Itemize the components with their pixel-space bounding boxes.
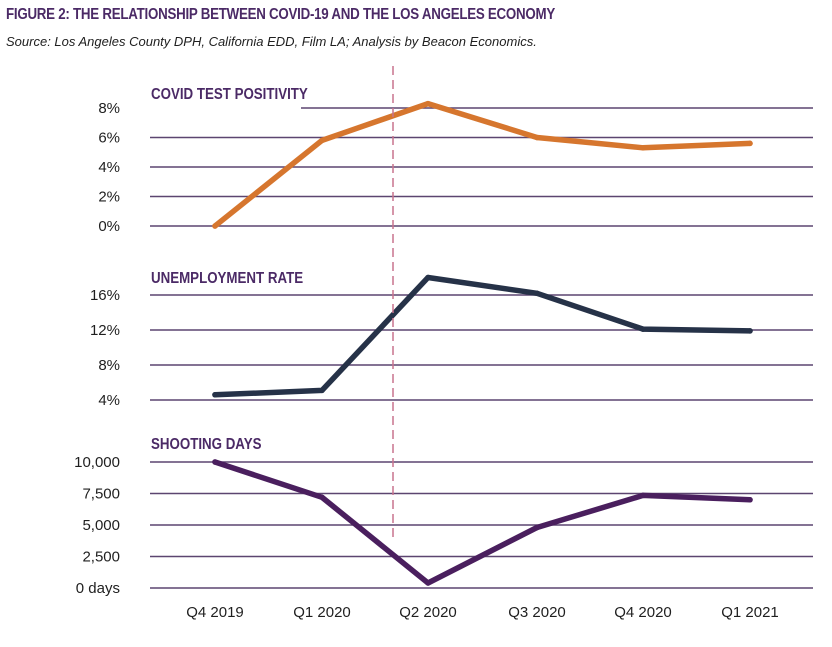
x-tick-label: Q3 2020 [508, 604, 566, 621]
panel-title: UNEMPLOYMENT RATE [151, 270, 303, 287]
data-point [534, 134, 540, 141]
data-point [640, 145, 646, 151]
data-point [747, 328, 753, 334]
panel-covid: 0% 2% 4% 6% 8% COVID TEST POSITIVITY [98, 86, 813, 235]
x-tick-label: Q2 2020 [399, 604, 457, 621]
y-tick-label: 6% [98, 130, 120, 147]
series-line-covid [212, 100, 753, 229]
y-tick-label: 4% [98, 392, 120, 409]
figure-source: Source: Los Angeles County DPH, Californ… [6, 34, 537, 49]
figure-title: FIGURE 2: THE RELATIONSHIP BETWEEN COVID… [6, 6, 556, 23]
series-line-unemployment [212, 274, 753, 398]
data-point [747, 140, 753, 147]
data-point [534, 524, 540, 531]
data-point [319, 387, 325, 394]
series-line-shooting [212, 459, 753, 586]
data-point [534, 290, 540, 296]
y-tick-label: 12% [90, 322, 120, 339]
y-tick-label: 16% [90, 287, 120, 304]
x-tick-label: Q4 2020 [614, 604, 672, 621]
panel-unemployment: 4% 8% 12% 16% UNEMPLOYMENT RATE [90, 270, 813, 409]
data-point [319, 494, 325, 501]
data-point [640, 326, 646, 332]
x-tick-label: Q4 2019 [186, 604, 244, 621]
y-tick-label: 2% [98, 189, 120, 206]
y-tick-label: 2,500 [82, 549, 120, 566]
y-tick-label: 8% [98, 357, 120, 374]
x-tick-label: Q1 2021 [721, 604, 779, 621]
data-point [425, 580, 431, 586]
data-point [640, 492, 646, 499]
panel-title: COVID TEST POSITIVITY [151, 86, 308, 103]
panel-shooting: 0 days 2,500 5,000 7,500 10,000 SHOOTING DAYS [74, 436, 813, 597]
panel-title: SHOOTING DAYS [151, 436, 262, 453]
data-point [425, 100, 431, 107]
y-tick-label: 5,000 [82, 517, 120, 534]
y-tick-label: 8% [98, 100, 120, 117]
y-tick-label: 4% [98, 159, 120, 176]
data-point [212, 392, 218, 398]
y-tick-label: 0% [98, 218, 120, 235]
y-tick-label: 10,000 [74, 454, 120, 471]
data-point [212, 459, 218, 465]
y-tick-label: 0 days [76, 580, 120, 597]
data-point [212, 223, 218, 229]
y-tick-label: 7,500 [82, 486, 120, 503]
data-point [319, 137, 325, 144]
data-point [425, 274, 431, 281]
data-point [747, 497, 753, 503]
x-tick-label: Q1 2020 [293, 604, 351, 621]
